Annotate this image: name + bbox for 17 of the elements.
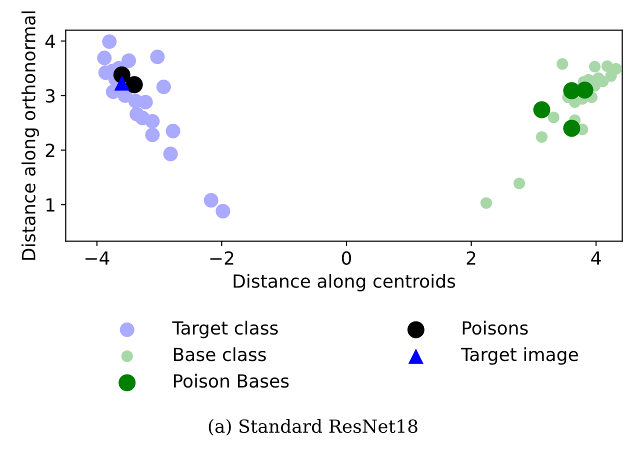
y-tick-label: 2	[46, 144, 54, 157]
y-tick-label: 3	[46, 89, 55, 103]
legend-label: Base class	[174, 347, 266, 362]
text: (a) Standard ResNet18	[208, 419, 418, 436]
x-tick-label: 0	[342, 251, 352, 265]
y-axis-title: Distance along orthonormal	[21, 11, 39, 260]
x-axis-title: Distance along centroids	[234, 274, 456, 292]
y-tick-label: 4	[45, 34, 55, 48]
x-tick-label: 2	[466, 251, 476, 265]
legend-label: Target image	[461, 347, 578, 365]
x-tick-label: 4	[591, 251, 601, 265]
legend-label: Target class	[172, 320, 278, 338]
y-tick-label: 1	[46, 198, 54, 212]
x-tick-label: −4	[86, 251, 110, 265]
legend-label: Poisons	[462, 320, 528, 335]
legend-label: Poison Bases	[174, 374, 289, 388]
x-tick-label: −2	[210, 251, 234, 265]
